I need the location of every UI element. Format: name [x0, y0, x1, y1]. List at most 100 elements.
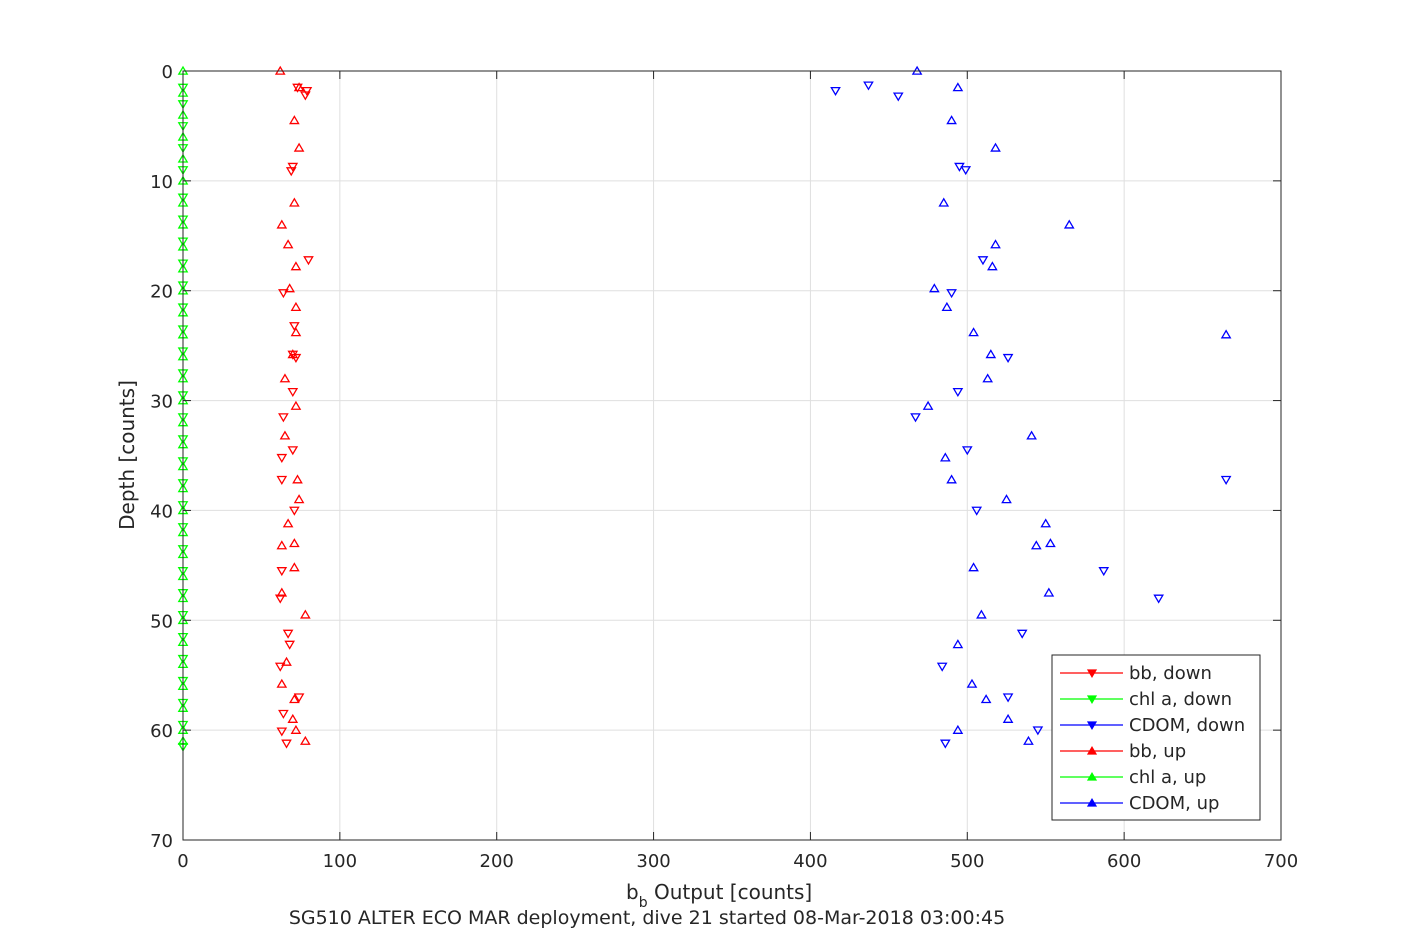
legend-box	[1051, 654, 1261, 821]
data-point	[952, 82, 964, 92]
x-tick-label: 100	[323, 851, 357, 872]
y-tick-label: 20	[150, 282, 173, 303]
data-point	[285, 167, 297, 177]
data-point	[968, 327, 979, 337]
data-point	[276, 727, 288, 737]
y-tick-label: 10	[150, 172, 173, 193]
data-point	[1030, 540, 1042, 550]
data-point	[936, 662, 948, 672]
data-point	[292, 474, 303, 484]
data-point	[1002, 353, 1014, 363]
data-point	[987, 261, 998, 271]
data-point	[289, 694, 300, 704]
data-point	[980, 694, 992, 704]
data-point	[952, 724, 964, 734]
data-point	[960, 166, 972, 176]
data-point	[977, 256, 989, 266]
x-tick-label: 400	[793, 851, 827, 872]
legend-label: bb, up	[1129, 741, 1186, 762]
data-point	[1043, 587, 1055, 597]
data-point	[282, 629, 294, 639]
grid	[183, 71, 1281, 840]
legend-entry: CDOM, up	[1060, 793, 1219, 814]
data-point	[938, 197, 950, 207]
data-point	[961, 446, 973, 456]
data-point	[278, 709, 289, 719]
data-point	[290, 301, 302, 311]
data-point	[966, 678, 978, 688]
data-point	[300, 735, 311, 745]
data-point	[276, 678, 288, 688]
data-point	[293, 494, 305, 504]
series-cdom-down	[830, 81, 1232, 749]
x-axis-label-main: b	[626, 880, 639, 904]
legend-label: chl a, down	[1129, 689, 1232, 710]
data-point	[276, 540, 288, 550]
data-point	[287, 349, 299, 359]
legend-label: CDOM, up	[1129, 793, 1219, 814]
x-axis-label-subscript: b	[639, 895, 648, 911]
data-point	[1040, 518, 1052, 528]
legend-label: bb, down	[1129, 663, 1212, 684]
legend-label: CDOM, down	[1129, 715, 1245, 736]
legend-entry: bb, down	[1060, 663, 1212, 684]
y-tick-label: 50	[150, 611, 173, 632]
legend-marker	[1086, 772, 1098, 781]
legend-label: chl a, up	[1129, 767, 1206, 788]
data-point	[287, 713, 299, 723]
data-point	[279, 373, 291, 383]
legend-marker	[1086, 798, 1098, 807]
x-tick-label: 300	[636, 851, 670, 872]
data-point	[290, 400, 302, 410]
data-point	[290, 327, 302, 337]
data-point	[910, 413, 921, 423]
data-point	[863, 81, 874, 91]
plot-axes-box	[182, 70, 1282, 841]
legend-marker	[1086, 669, 1098, 678]
data-point	[293, 142, 305, 152]
data-point	[287, 162, 299, 172]
legend-marker	[1086, 721, 1098, 730]
x-axis-label-rest: Output [counts]	[648, 880, 813, 904]
data-point	[1220, 475, 1232, 485]
data-point	[985, 349, 997, 359]
data-point	[282, 239, 294, 249]
data-point	[990, 142, 1001, 152]
data-point	[892, 92, 904, 102]
data-point	[1045, 538, 1056, 548]
data-point	[976, 609, 987, 619]
data-point	[290, 724, 302, 734]
data-point	[278, 413, 289, 423]
data-point	[939, 452, 951, 462]
data-point	[282, 518, 294, 528]
x-tick-label: 700	[1264, 851, 1298, 872]
data-point	[289, 115, 300, 125]
data-point	[293, 693, 305, 703]
data-point	[1063, 219, 1075, 229]
data-point	[1002, 713, 1014, 723]
data-point	[830, 86, 841, 97]
figure-caption: SG510 ALTER ECO MAR deployment, dive 21 …	[289, 907, 1005, 929]
x-tick-label: 200	[480, 851, 514, 872]
data-point	[1001, 494, 1012, 504]
data-point	[284, 283, 295, 293]
data-point	[946, 289, 957, 299]
y-tick-label: 0	[162, 62, 173, 83]
data-point	[1002, 693, 1014, 703]
data-point	[952, 639, 964, 649]
data-point	[1098, 567, 1110, 577]
data-point	[289, 197, 300, 207]
y-tick-label: 40	[150, 501, 173, 522]
data-point	[946, 474, 957, 484]
y-tick-label: 30	[150, 392, 173, 413]
data-point	[281, 656, 292, 666]
ticks: 0 100 200 300 400 500 600 700 0 10 20 30 40 50 60 70	[150, 62, 1298, 872]
data-point	[276, 587, 288, 597]
y-tick-label: 60	[150, 721, 173, 742]
legend-entry: bb, up	[1060, 741, 1186, 762]
data-point	[287, 446, 299, 456]
data-point	[300, 609, 311, 619]
data-point	[274, 662, 286, 672]
data-point	[292, 83, 303, 93]
